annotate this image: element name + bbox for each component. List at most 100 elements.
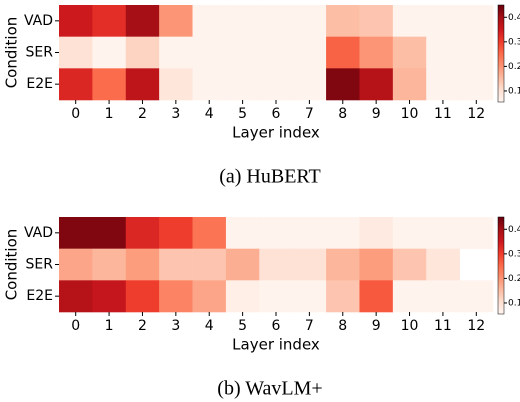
- heatmap-cell: [259, 68, 293, 101]
- colorbar-tick-label: 0.2: [508, 62, 520, 72]
- heatmap-cell: [125, 68, 160, 101]
- y-tick-label: SER: [26, 257, 54, 273]
- x-tick-label: 8: [338, 106, 347, 122]
- x-tick-label: 7: [305, 106, 314, 122]
- heatmap-cell: [359, 68, 394, 101]
- x-tick-label: 6: [272, 318, 281, 334]
- colorbar-tick-label: 0.1: [508, 298, 520, 308]
- heatmap-cell: [192, 36, 227, 69]
- heatmap-cell: [326, 5, 360, 37]
- colorbar-tick-label: 0.4: [508, 225, 520, 235]
- heatmap-cell: [326, 36, 360, 69]
- heatmap-cell: [292, 217, 327, 249]
- heatmap-cell: [459, 217, 494, 249]
- heatmap-cell: [92, 36, 127, 69]
- heatmap-cell: [92, 248, 127, 281]
- heatmap-cell: [392, 248, 427, 281]
- y-axis-label: Condition: [3, 17, 21, 89]
- heatmap-cell: [125, 5, 160, 37]
- heatmap-cell: [459, 5, 494, 37]
- x-tick-label: 5: [238, 318, 247, 334]
- heatmap-cell: [92, 5, 127, 37]
- x-tick-label: 2: [138, 106, 147, 122]
- heatmap-cell: [92, 68, 127, 101]
- heatmap-cell: [259, 36, 293, 69]
- heatmap-cell: [426, 68, 460, 101]
- heatmap-cell: [426, 5, 460, 37]
- heatmap-cell: [359, 36, 394, 69]
- heatmap-cell: [392, 36, 427, 69]
- heatmap-cell: [59, 248, 93, 281]
- y-tick-label: VAD: [24, 225, 53, 241]
- heatmap-cell: [159, 5, 193, 37]
- x-tick-label: 8: [338, 318, 347, 334]
- heatmap-cell: [125, 248, 160, 281]
- heatmap-cell: [192, 217, 227, 249]
- heatmap-cell: [326, 280, 360, 313]
- colorbar-tick-label: 0.2: [508, 274, 520, 284]
- x-tick-label: 12: [467, 106, 485, 122]
- heatmap-cell: [292, 36, 327, 69]
- y-tick-label: SER: [26, 45, 54, 61]
- x-tick-label: 5: [238, 106, 247, 122]
- x-tick-label: 10: [401, 318, 419, 334]
- heatmap-cell: [59, 68, 93, 101]
- x-tick-label: 0: [71, 318, 80, 334]
- heatmap-cell: [192, 68, 227, 101]
- heatmap-cell: [292, 5, 327, 37]
- y-tick-label: E2E: [26, 76, 53, 92]
- heatmap-cell: [392, 68, 427, 101]
- x-tick-label: 9: [372, 318, 381, 334]
- heatmap-cell: [326, 217, 360, 249]
- colorbar: [497, 4, 505, 103]
- colorbar-tick-label: 0.3: [508, 37, 520, 47]
- colorbar-tick-label: 0.1: [508, 86, 520, 96]
- x-tick-label: 2: [138, 318, 147, 334]
- heatmap-cell: [426, 36, 460, 69]
- heatmap-cell: [225, 217, 260, 249]
- colorbar-tick-label: 0.3: [508, 249, 520, 259]
- heatmap-cell: [292, 248, 327, 281]
- heatmap-cell: [225, 68, 260, 101]
- heatmap-cell: [225, 280, 260, 313]
- colorbar-tick-label: 0.4: [508, 13, 520, 23]
- heatmap-cell: [192, 5, 227, 37]
- x-tick-label: 1: [105, 318, 114, 334]
- heatmap-cell: [292, 68, 327, 101]
- heatmap-cell: [59, 5, 93, 37]
- heatmap-cell: [192, 248, 227, 281]
- heatmap-cell: [125, 217, 160, 249]
- heatmap-cell: [392, 217, 427, 249]
- caption: (a) HuBERT: [219, 166, 321, 188]
- heatmap-cell: [359, 248, 394, 281]
- x-tick-label: 12: [467, 318, 485, 334]
- x-tick-label: 10: [401, 106, 419, 122]
- heatmap-cell: [92, 217, 127, 249]
- heatmap-cell: [359, 5, 394, 37]
- y-tick-label: E2E: [26, 288, 53, 304]
- x-tick-label: 3: [171, 106, 180, 122]
- heatmap-cell: [326, 248, 360, 281]
- heatmap-cell: [426, 248, 460, 281]
- heatmap-cell: [459, 280, 494, 313]
- x-tick-label: 7: [305, 318, 314, 334]
- heatmap-cell: [392, 280, 427, 313]
- heatmap-cell: [92, 280, 127, 313]
- x-tick-label: 11: [434, 318, 452, 334]
- x-tick-label: 11: [434, 106, 452, 122]
- x-axis-label: Layer index: [232, 336, 320, 354]
- y-tick-label: VAD: [24, 13, 53, 29]
- heatmap-cell: [192, 280, 227, 313]
- heatmap-cell: [225, 5, 260, 37]
- heatmap-cell: [225, 248, 260, 281]
- heatmap-cell: [59, 280, 93, 313]
- heatmap-cell: [392, 5, 427, 37]
- heatmap-cell: [159, 217, 193, 249]
- heatmap-cell: [225, 36, 260, 69]
- heatmap-cell: [59, 36, 93, 69]
- x-tick-label: 0: [71, 106, 80, 122]
- heatmap-cell: [292, 280, 327, 313]
- heatmap-cell: [359, 280, 394, 313]
- heatmap-cell: [259, 217, 293, 249]
